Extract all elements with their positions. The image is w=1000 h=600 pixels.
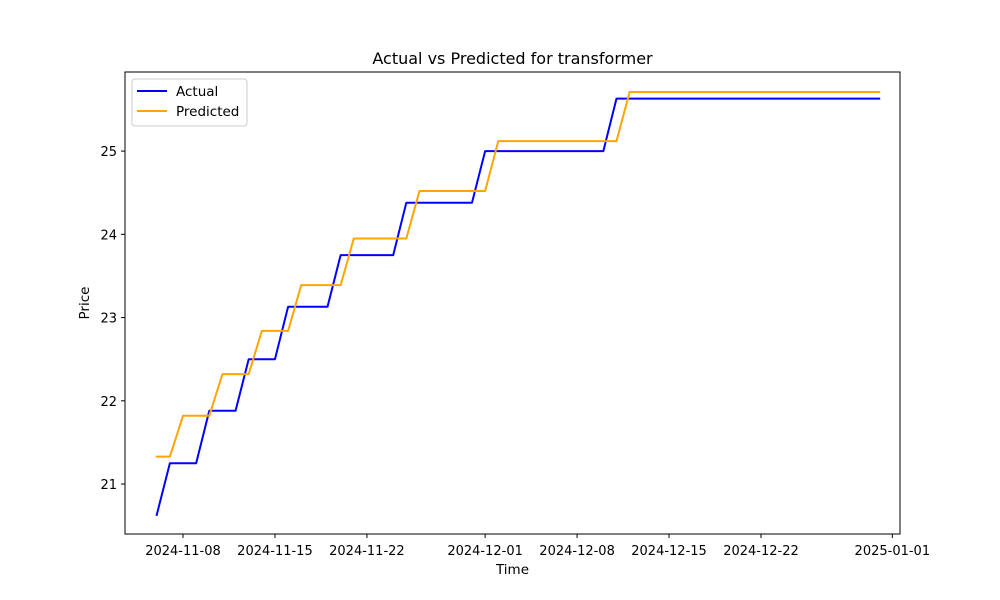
- x-tick-label: 2024-11-08: [145, 544, 221, 559]
- x-tick-label: 2024-12-22: [723, 544, 799, 559]
- legend: Actual Predicted: [131, 78, 248, 127]
- x-tick-label: 2024-12-01: [447, 544, 523, 559]
- y-tick-label: 24: [100, 228, 117, 243]
- y-tick-label: 22: [100, 395, 117, 410]
- plot-area-frame: [124, 71, 901, 535]
- x-tick-label: 2024-12-15: [631, 544, 707, 559]
- x-tick-label: 2024-12-08: [539, 544, 615, 559]
- y-tick-label: 25: [100, 145, 117, 160]
- chart-title: Actual vs Predicted for transformer: [372, 49, 653, 68]
- y-axis: 21 22 23 24 25: [100, 145, 125, 493]
- series-line-actual: [155, 97, 881, 517]
- y-axis-label: Price: [77, 287, 93, 320]
- legend-label-predicted: Predicted: [176, 104, 239, 120]
- series-line-predicted: [155, 90, 881, 458]
- x-axis: 2024-11-08 2024-11-15 2024-11-22 2024-12-01…: [145, 534, 930, 559]
- x-tick-label: 2024-11-15: [237, 544, 313, 559]
- x-tick-label: 2025-01-01: [855, 544, 931, 559]
- series-layer: [155, 90, 881, 517]
- y-tick-label: 21: [100, 478, 117, 493]
- x-axis-label: Time: [495, 562, 529, 578]
- legend-label-actual: Actual: [176, 84, 218, 100]
- y-tick-label: 23: [100, 312, 117, 327]
- x-tick-label: 2024-11-22: [329, 544, 405, 559]
